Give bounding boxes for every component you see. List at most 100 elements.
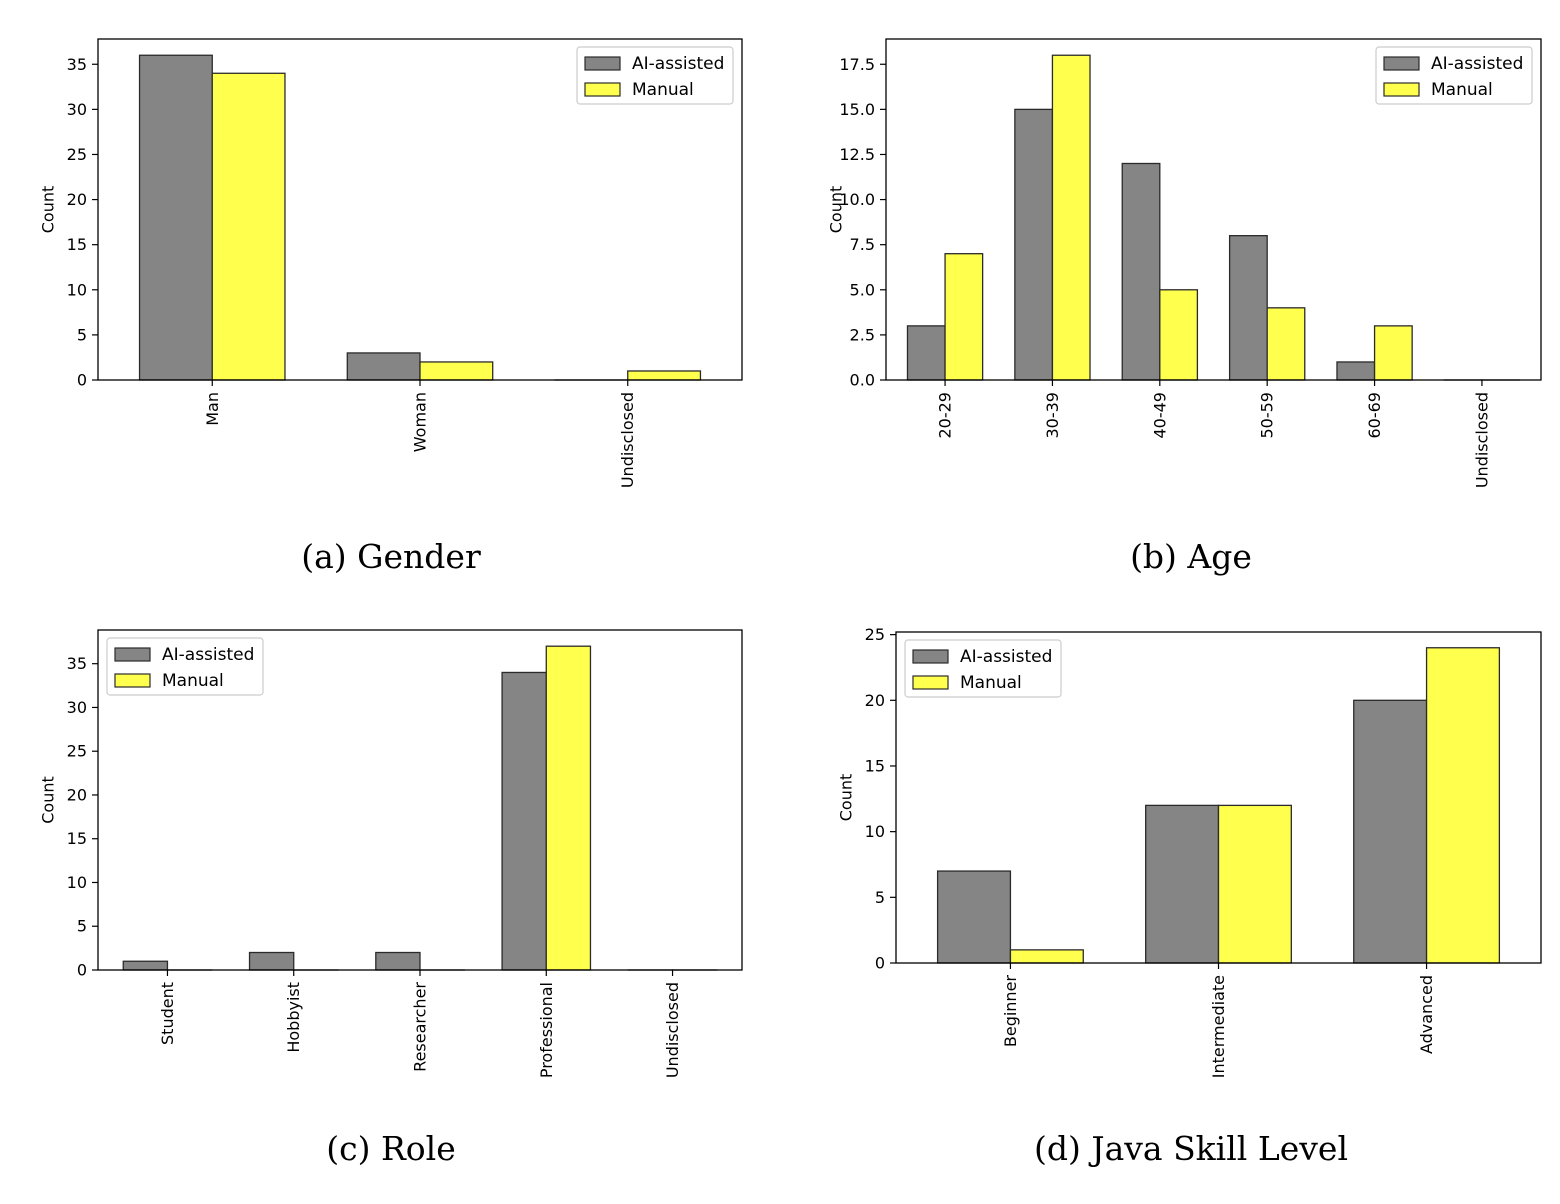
bar-intermediate-ai-assisted: [1145, 804, 1220, 964]
y-axis-label: Count: [39, 186, 58, 234]
bar-20-29-manual: [944, 253, 984, 381]
axes-frame: [885, 38, 1542, 381]
bar-undisclosed-manual: [627, 370, 702, 381]
legend-label-ai-assisted: AI-assisted: [632, 54, 724, 74]
x-tick-label: 60-69: [1365, 392, 1384, 439]
x-tick-label: 50-59: [1258, 392, 1277, 439]
y-axis-label: Count: [827, 186, 846, 234]
y-tick-label: 10: [67, 873, 87, 892]
x-tick-label: Undisclosed: [663, 982, 682, 1078]
bar-beginner-manual: [1009, 949, 1084, 964]
y-tick-label: 5: [875, 888, 885, 907]
bar-30-39-ai-assisted: [1014, 108, 1054, 381]
legend-label-manual: Manual: [632, 80, 694, 100]
legend-swatch-ai-assisted: [584, 56, 621, 71]
y-tick-label: 15: [865, 756, 885, 775]
bar-researcher-ai-assisted: [375, 951, 421, 971]
y-tick-label: 20: [865, 691, 885, 710]
y-tick-label: 0: [875, 954, 885, 973]
x-tick-label: Advanced: [1417, 975, 1436, 1054]
legend-swatch-manual: [912, 675, 949, 690]
legend-label-ai-assisted: AI-assisted: [960, 647, 1052, 667]
x-tick-label: Beginner: [1001, 975, 1020, 1048]
bar-woman-ai-assisted: [346, 352, 421, 381]
legend: AI-assisted Manual: [1375, 46, 1533, 105]
x-tick-label: Hobbyist: [284, 982, 303, 1053]
x-tick-label: 20-29: [936, 392, 955, 439]
bar-60-69-ai-assisted: [1336, 361, 1376, 381]
y-tick-label: 5.0: [850, 280, 875, 299]
y-tick-label: 35: [67, 55, 87, 74]
bar-30-39-manual: [1051, 54, 1091, 381]
bar-hobbyist-ai-assisted: [248, 951, 295, 971]
legend-swatch-manual: [114, 673, 151, 688]
x-tick-label: Undisclosed: [618, 392, 637, 488]
legend-label-ai-assisted: AI-assisted: [162, 645, 254, 665]
x-tick-label: Researcher: [411, 982, 430, 1072]
bar-woman-manual: [419, 361, 494, 381]
legend: AI-assisted Manual: [904, 639, 1062, 698]
y-tick-label: 2.5: [850, 325, 875, 344]
y-tick-label: 20: [67, 785, 87, 804]
y-axis-label: Count: [39, 776, 58, 824]
chart-3: Student Hobbyist Researcher Professional Und…: [39, 629, 743, 1168]
bar-40-49-ai-assisted: [1121, 162, 1161, 381]
y-tick-label: 25: [67, 742, 87, 761]
axes-frame: [895, 631, 1542, 964]
x-tick-label: Man: [203, 392, 222, 426]
bar-man-ai-assisted: [138, 54, 213, 381]
y-tick-label: 20: [67, 190, 87, 209]
y-tick-label: 5: [77, 917, 87, 936]
x-tick-label: Professional: [537, 982, 556, 1078]
y-tick-label: 15.0: [839, 100, 875, 119]
chart-caption: (a) Gender: [301, 537, 481, 576]
chart-caption: (b) Age: [1130, 537, 1252, 576]
x-tick-label: Woman: [411, 392, 430, 452]
bar-60-69-manual: [1373, 325, 1413, 381]
y-tick-label: 10: [67, 280, 87, 299]
legend-label-manual: Manual: [1431, 80, 1493, 100]
bar-50-59-ai-assisted: [1228, 235, 1268, 381]
bar-20-29-ai-assisted: [906, 325, 946, 381]
y-tick-label: 0: [77, 961, 87, 980]
y-tick-label: 7.5: [850, 235, 875, 254]
x-tick-label: Intermediate: [1209, 975, 1228, 1078]
y-tick-label: 15: [67, 829, 87, 848]
y-tick-label: 25: [67, 145, 87, 164]
y-axis-label: Count: [837, 774, 856, 822]
legend: AI-assisted Manual: [576, 46, 734, 105]
legend-swatch-ai-assisted: [1383, 56, 1420, 71]
bar-beginner-ai-assisted: [936, 870, 1012, 964]
chart-1: Man Woman Undisclosed 0 5 10 15 20 25 30 35 Count AI…: [39, 38, 743, 576]
legend: AI-assisted Manual: [106, 637, 264, 696]
y-tick-label: 10: [865, 822, 885, 841]
axes-frame: [97, 38, 743, 381]
y-tick-label: 0: [77, 371, 87, 390]
legend-swatch-ai-assisted: [114, 647, 151, 662]
bar-advanced-manual: [1425, 647, 1501, 964]
bar-professional-ai-assisted: [501, 671, 547, 971]
chart-4: Beginner Intermediate Advanced 0 5 10 15 20 25 Co…: [837, 625, 1542, 1168]
y-tick-label: 12.5: [839, 145, 875, 164]
y-tick-label: 30: [67, 698, 87, 717]
x-tick-label: 30-39: [1043, 392, 1062, 439]
legend-swatch-manual: [1383, 82, 1420, 97]
x-tick-label: Undisclosed: [1472, 392, 1491, 488]
y-tick-label: 5: [77, 325, 87, 344]
chart-caption: (c) Role: [326, 1129, 456, 1168]
bar-student-ai-assisted: [122, 960, 169, 971]
chart-caption: (d) Java Skill Level: [1034, 1129, 1348, 1168]
y-tick-label: 17.5: [839, 55, 875, 74]
bar-advanced-ai-assisted: [1353, 699, 1428, 964]
y-tick-label: 0.0: [850, 371, 875, 390]
legend-label-manual: Manual: [162, 671, 224, 691]
axes-frame: [97, 629, 743, 971]
y-tick-label: 15: [67, 235, 87, 254]
bar-intermediate-manual: [1217, 804, 1292, 964]
bar-professional-manual: [545, 645, 592, 971]
y-tick-label: 10.0: [839, 190, 875, 209]
legend-swatch-ai-assisted: [912, 649, 949, 664]
legend-swatch-manual: [584, 82, 621, 97]
x-tick-label: Student: [158, 982, 177, 1045]
